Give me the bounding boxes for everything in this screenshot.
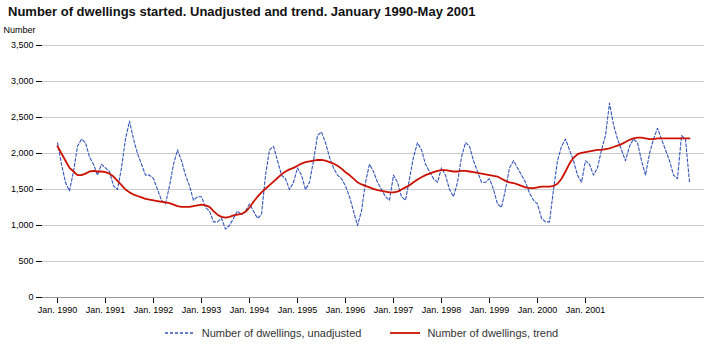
svg-text:Jan. 1992: Jan. 1992: [134, 305, 174, 315]
svg-text:Jan. 1991: Jan. 1991: [86, 305, 126, 315]
svg-text:Jan. 2001: Jan. 2001: [566, 305, 606, 315]
svg-text:Jan. 1997: Jan. 1997: [374, 305, 414, 315]
svg-text:Jan. 1990: Jan. 1990: [38, 305, 78, 315]
svg-text:Jan. 1995: Jan. 1995: [278, 305, 318, 315]
svg-text:Jan. 1998: Jan. 1998: [422, 305, 462, 315]
svg-text:2,000: 2,000: [11, 148, 34, 158]
svg-text:Jan. 1993: Jan. 1993: [182, 305, 222, 315]
svg-text:500: 500: [18, 256, 33, 266]
svg-text:0: 0: [28, 292, 33, 302]
svg-text:Jan. 1999: Jan. 1999: [470, 305, 510, 315]
svg-text:Jan. 1996: Jan. 1996: [326, 305, 366, 315]
svg-text:Jan. 1994: Jan. 1994: [230, 305, 270, 315]
svg-text:Number: Number: [4, 25, 36, 35]
html-text:Number of dwellings started. U: Number of dwellings started. Unadjusted …: [8, 4, 476, 19]
svg-text:3,000: 3,000: [11, 76, 34, 86]
html-text:Number of dwellings, trend: Number of dwellings, trend: [427, 327, 559, 339]
svg-text:Jan. 2000: Jan. 2000: [518, 305, 558, 315]
svg-text:3,500: 3,500: [11, 40, 34, 50]
svg-text:2,500: 2,500: [11, 112, 34, 122]
svg-text:1,500: 1,500: [11, 184, 34, 194]
html-text:Number of dwellings, unadjuste: Number of dwellings, unadjusted: [201, 327, 362, 339]
svg-text:1,000: 1,000: [11, 220, 34, 230]
